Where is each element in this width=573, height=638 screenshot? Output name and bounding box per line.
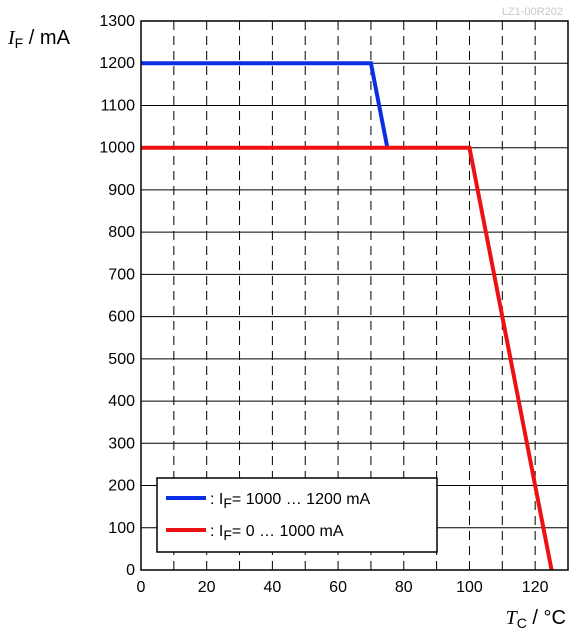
x-tick-label: 60 (329, 579, 347, 596)
legend-label-series-2: : IF= 0 … 1000 mA (210, 523, 344, 543)
series-line-1 (141, 61, 390, 149)
y-axis-title: IF / mA (7, 27, 71, 51)
plot-frame (140, 20, 569, 571)
y-tick-label: 1000 (99, 140, 135, 157)
y-tick-label: 300 (108, 435, 135, 452)
legend-label-series-1: : IF= 1000 … 1200 mA (210, 491, 371, 511)
y-tick-label: 500 (108, 351, 135, 368)
y-tick-label: 400 (108, 393, 135, 410)
y-tick-label: 100 (108, 520, 135, 537)
x-tick-labels: 0 20 40 60 80 100 120 (137, 579, 549, 596)
x-tick-label: 120 (522, 579, 549, 596)
x-tick-label: 0 (137, 579, 146, 596)
x-tick-label: 40 (263, 579, 281, 596)
legend-box (156, 477, 438, 553)
x-tick-label: 80 (395, 579, 413, 596)
legend: : IF= 1000 … 1200 mA : IF= 0 … 1000 mA (156, 477, 438, 553)
figure-code: LZ1-00R202 (502, 6, 563, 18)
y-tick-label: 1300 (99, 13, 135, 30)
x-tick-label: 100 (456, 579, 483, 596)
x-tick-label: 20 (198, 579, 216, 596)
series-line-2 (141, 145, 554, 571)
y-tick-label: 1100 (101, 97, 136, 114)
y-tick-label: 600 (108, 309, 135, 326)
y-tick-label: 200 (108, 478, 135, 495)
y-tick-label: 1200 (99, 55, 135, 72)
x-axis-title: TC / °C (506, 607, 566, 631)
y-tick-label: 800 (108, 224, 135, 241)
y-tick-label: 900 (108, 182, 135, 199)
series-lines (141, 61, 554, 571)
y-tick-labels: 0 100 200 300 400 500 600 700 800 900 1000 1100 1200… (99, 13, 135, 579)
y-tick-label: 700 (108, 266, 135, 283)
y-tick-label: 0 (126, 562, 135, 579)
